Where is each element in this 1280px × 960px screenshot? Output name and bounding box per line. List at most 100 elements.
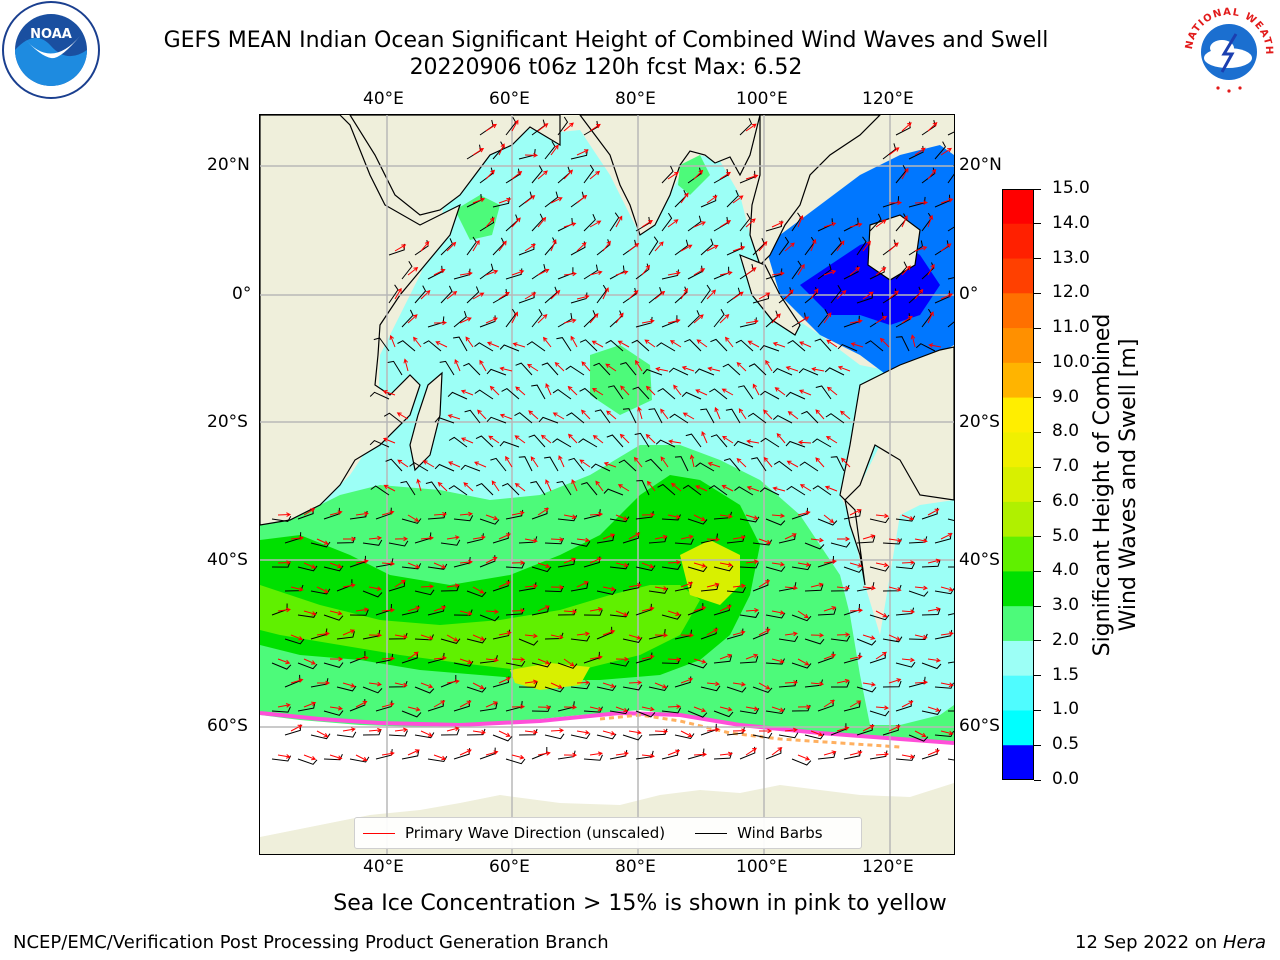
wave-direction-arrow [563,557,577,564]
wave-direction-arrow [615,751,629,757]
wave-direction-arrow [446,726,460,732]
wind-barb [552,388,572,400]
wave-direction-arrow [290,724,303,732]
colorbar-tick-mark [1034,466,1041,468]
wind-barb [566,412,585,424]
wind-barb [656,342,676,352]
wave-direction-arrow [719,270,733,276]
wave-direction-arrow [862,291,874,300]
wave-direction-arrow [888,147,900,156]
wave-direction-arrow [550,144,559,156]
footer-date-text: 12 Sep 2022 on [1075,932,1223,953]
wind-barb [934,194,951,208]
colorbar-segment [1002,258,1034,294]
wave-direction-arrow [799,341,812,348]
wave-direction-arrow [381,656,396,661]
wind-barb [401,261,413,280]
colorbar-tick-label: 1.0 [1052,699,1080,720]
wave-direction-arrow [927,657,941,663]
wave-direction-arrow [693,562,707,568]
wind-barb [713,710,734,718]
wave-direction-arrow [511,510,525,516]
wave-direction-arrow [542,336,552,348]
wave-direction-arrow [732,535,746,540]
wind-barb [466,590,487,598]
wave-direction-arrow [472,197,486,204]
wave-direction-arrow [811,367,825,372]
wind-barb [505,308,517,328]
wave-direction-arrow [592,388,604,396]
wind-barb [492,734,513,742]
wind-barb [765,268,783,280]
wind-barb [726,586,747,594]
wave-direction-arrow [799,484,812,492]
wave-direction-arrow [628,532,641,540]
wind-barb [570,635,591,642]
wave-direction-arrow [290,634,304,641]
wind-barb [501,387,520,400]
wave-direction-arrow [914,200,929,206]
wind-barb [684,339,702,352]
wave-direction-arrow [342,629,355,636]
wave-direction-arrow [407,314,418,324]
wave-direction-arrow [329,610,343,616]
wave-direction-arrow [823,750,837,756]
wave-direction-arrow [527,363,539,372]
wave-direction-arrow [745,706,759,711]
wind-barb [636,479,650,496]
wind-barb [726,287,741,304]
wave-direction-arrow [447,414,461,420]
wave-direction-arrow [537,507,549,516]
bay-of-bengal-green-patch [678,155,710,195]
colorbar-border [1002,189,1034,780]
wave-direction-arrow [667,219,679,228]
wave-direction-arrow [714,406,721,420]
wave-direction-arrow [381,510,395,516]
wind-barb [791,758,812,766]
colorbar-segment [1002,640,1034,677]
wave-direction-arrow [888,200,903,206]
wave-direction-arrow [537,704,552,710]
wind-barb [915,343,936,352]
wave-direction-arrow [771,706,785,712]
wind-barb [798,368,819,376]
wind-barb [427,265,443,280]
colorbar-segment [1002,467,1034,503]
wind-barb [609,611,630,618]
wave-direction-arrow [420,730,433,737]
wave-direction-arrow [745,123,757,132]
wave-direction-arrow [602,240,611,252]
wind-barb [661,269,679,280]
wave-direction-arrow [774,387,786,396]
lat-tick-right-40s: 40°S [959,550,1000,570]
wave-direction-arrow [839,410,851,420]
wind-barb [440,285,453,304]
wave-direction-arrow [342,682,356,688]
wave-direction-arrow [667,514,681,520]
wave-direction-arrow [595,480,604,492]
wind-barb [635,511,654,520]
wave-direction-arrow [511,608,526,614]
wind-barb [310,733,331,740]
wind-barb [414,634,434,641]
wave-direction-arrow [446,241,457,252]
wind-barb [518,638,539,646]
wave-direction-arrow [394,634,408,639]
wind-barb [657,387,676,400]
wave-direction-arrow [524,152,539,158]
wave-direction-arrow [695,485,708,492]
wave-direction-arrow [290,535,304,541]
wind-barb [414,686,435,694]
wave-direction-arrow [849,509,862,516]
wave-direction-arrow [303,754,317,761]
wave-direction-arrow [641,753,655,759]
colorbar-tick-mark [1034,640,1041,642]
wave-direction-arrow [472,239,480,252]
wind-barb [947,277,954,280]
wave-direction-arrow [940,147,952,156]
wind-barb [297,758,318,765]
wave-direction-arrow [316,586,329,593]
wave-direction-arrow [329,705,343,711]
wave-direction-arrow [771,747,783,756]
wind-barb [271,706,291,713]
